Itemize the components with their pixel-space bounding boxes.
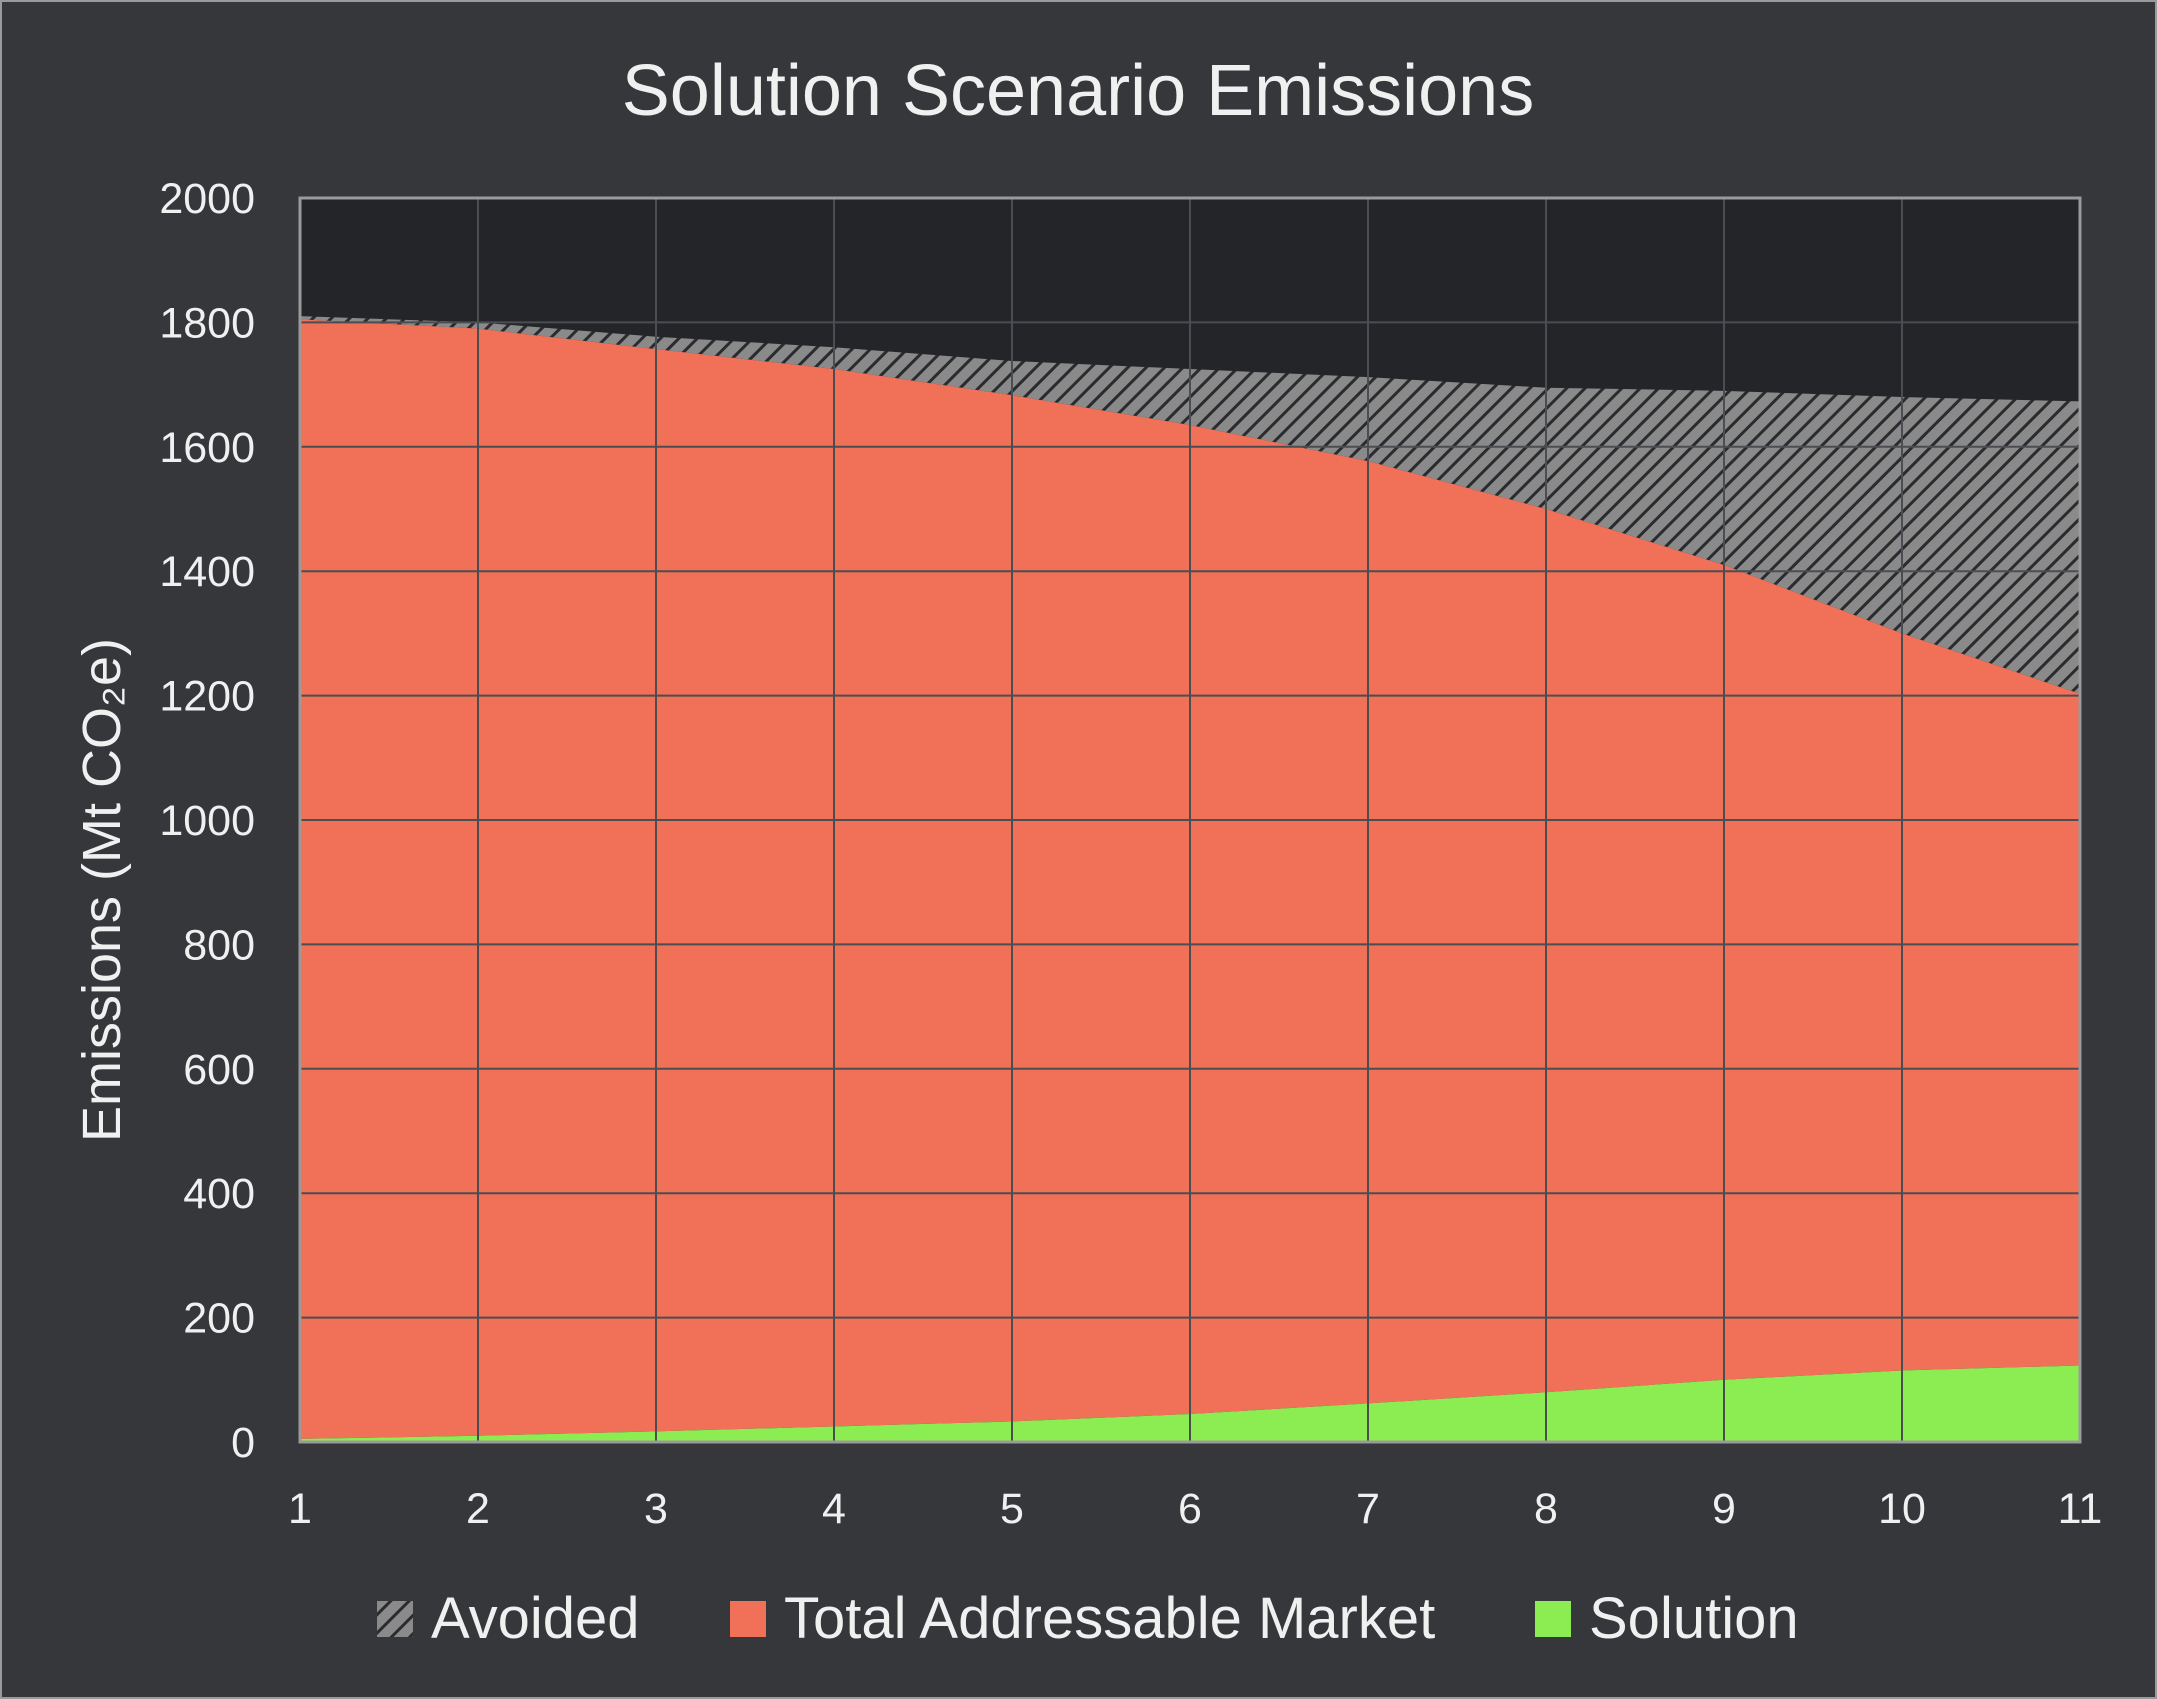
x-tick-label: 3 — [644, 1485, 668, 1533]
legend-swatch — [730, 1601, 766, 1637]
x-tick-label: 6 — [1178, 1485, 1202, 1533]
y-axis-title: Emissions (Mt CO₂e) — [72, 638, 132, 1142]
y-tick-label: 1600 — [159, 424, 255, 472]
series-area-solution — [300, 1365, 2080, 1442]
legend-item-avoided: Avoided — [377, 1586, 640, 1651]
y-tick-label: 600 — [183, 1046, 255, 1094]
y-tick-label: 2000 — [159, 175, 255, 223]
legend-item-solution: Solution — [1535, 1586, 1799, 1651]
x-tick-label: 1 — [288, 1485, 312, 1533]
y-tick-label: 0 — [231, 1419, 255, 1467]
x-tick-label: 8 — [1534, 1485, 1558, 1533]
y-tick-label: 400 — [183, 1170, 255, 1218]
y-tick-label: 800 — [183, 921, 255, 969]
x-tick-label: 10 — [1878, 1485, 1926, 1533]
x-tick-label: 5 — [1000, 1485, 1024, 1533]
legend: Avoided Total Addressable Market Solution — [377, 1586, 1799, 1651]
series-area-avoided — [300, 316, 2080, 694]
x-tick-label: 4 — [822, 1485, 846, 1533]
x-tick-label: 2 — [466, 1485, 490, 1533]
legend-item-total-addressable-market: Total Addressable Market — [730, 1586, 1435, 1651]
y-tick-label: 1400 — [159, 548, 255, 596]
x-tick-label: 7 — [1356, 1485, 1380, 1533]
y-tick-label: 1200 — [159, 673, 255, 721]
chart-title: Solution Scenario Emissions — [622, 51, 1534, 131]
legend-label: Avoided — [431, 1586, 640, 1651]
x-tick-label: 9 — [1712, 1485, 1736, 1533]
plot-border — [298, 196, 2082, 1444]
y-tick-label: 1800 — [159, 299, 255, 347]
legend-swatch — [1535, 1601, 1571, 1637]
plot-area: 0 200 400 600 800 1000 1200 1400 1600 1800 2000 1 2 3… — [159, 175, 2102, 1533]
y-tick-label: 200 — [183, 1295, 255, 1343]
y-tick-label: 1000 — [159, 797, 255, 845]
legend-label: Solution — [1589, 1586, 1799, 1651]
x-tick-label: 11 — [2058, 1485, 2103, 1533]
legend-swatch — [377, 1601, 413, 1637]
legend-label: Total Addressable Market — [784, 1586, 1435, 1651]
